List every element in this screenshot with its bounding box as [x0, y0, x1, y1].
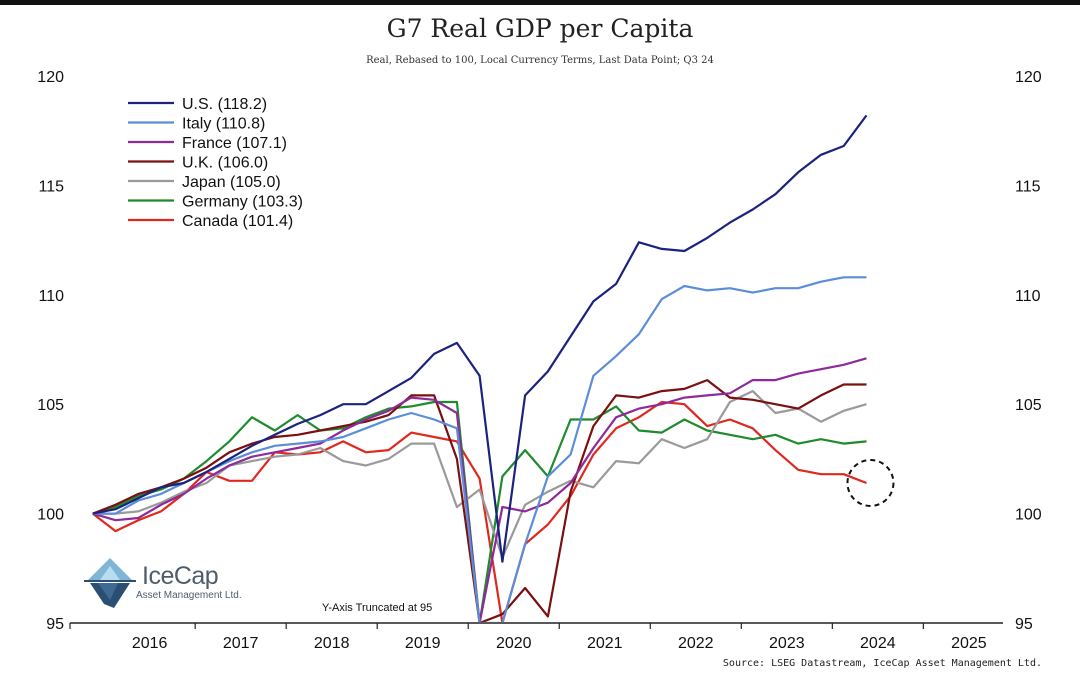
x-tick-label: 2017 [223, 635, 259, 652]
y-tick-label-left: 95 [46, 616, 64, 633]
legend-label: Italy (110.8) [182, 116, 265, 133]
series-line [92, 114, 868, 563]
legend-label: France (107.1) [182, 135, 287, 152]
chart-subtitle: Real, Rebased to 100, Local Currency Ter… [366, 55, 714, 66]
x-tick-label: 2016 [132, 635, 168, 652]
y-tick-label-left: 110 [38, 288, 64, 305]
x-tick-label: 2019 [405, 635, 441, 652]
top-rule [0, 0, 1080, 5]
legend-label: Japan (105.0) [182, 174, 281, 191]
y-tick-label-right: 95 [1015, 616, 1033, 633]
x-tick-label: 2022 [678, 635, 714, 652]
series-line [92, 276, 867, 622]
source-note: Source: LSEG Datastream, IceCap Asset Ma… [722, 658, 1042, 669]
y-tick-label-right: 110 [1015, 288, 1041, 305]
series-line [92, 390, 867, 559]
y-tick-label-left: 115 [38, 178, 64, 195]
x-tick-label: 2018 [314, 635, 350, 652]
x-tick-label: 2020 [496, 635, 532, 652]
y-tick-label-right: 100 [1015, 507, 1042, 524]
series-line [92, 379, 867, 622]
y-tick-label-left: 120 [37, 69, 64, 86]
chart-title: G7 Real GDP per Capita [386, 14, 694, 43]
legend-label: Germany (103.3) [182, 194, 303, 211]
series-line [92, 400, 867, 622]
x-tick-label: 2025 [951, 635, 987, 652]
icecap-logo: IceCap Asset Management Ltd. [84, 552, 274, 612]
legend-label: Canada (101.4) [182, 213, 293, 230]
y-tick-label-right: 120 [1015, 69, 1042, 86]
y-tick-label-right: 115 [1015, 178, 1041, 195]
x-tick-label: 2021 [587, 635, 623, 652]
x-tick-label: 2023 [769, 635, 805, 652]
axis-truncation-note: Y-Axis Truncated at 95 [322, 602, 432, 614]
highlight-circle [846, 458, 895, 507]
y-tick-label-left: 100 [37, 507, 64, 524]
legend-label: U.K. (106.0) [182, 155, 268, 172]
iceberg-icon [84, 558, 136, 608]
logo-subtitle: Asset Management Ltd. [136, 590, 242, 601]
series-line [92, 357, 867, 622]
logo-name: IceCap [142, 562, 219, 590]
y-tick-label-left: 105 [37, 397, 64, 414]
series-line [92, 400, 867, 622]
y-tick-label-right: 105 [1015, 397, 1042, 414]
x-tick-label: 2024 [860, 635, 896, 652]
legend-label: U.S. (118.2) [182, 96, 267, 113]
